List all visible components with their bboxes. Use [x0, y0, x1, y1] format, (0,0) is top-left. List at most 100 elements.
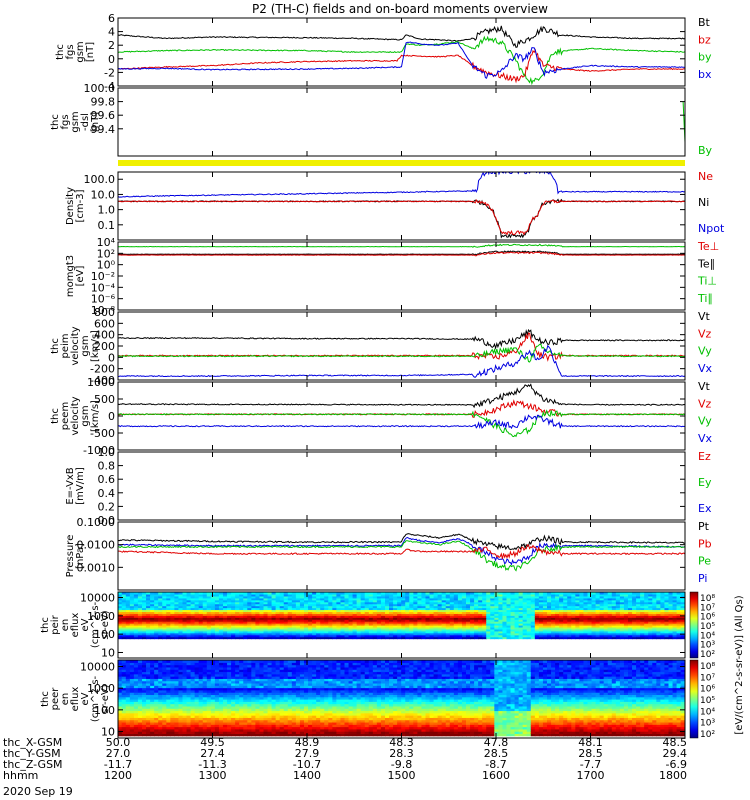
spectrogram-cell [449, 632, 455, 636]
spectrogram-cell [405, 605, 410, 609]
spectrogram-cell [320, 607, 325, 611]
spectrogram-cell [623, 628, 629, 632]
spectrogram-cell [137, 692, 143, 696]
spectrogram-cell [158, 632, 163, 636]
spectrogram-cell [640, 601, 645, 605]
spectrogram-cell [146, 626, 151, 630]
spectrogram-cell [259, 660, 265, 663]
spectrogram-cell [332, 621, 337, 624]
spectrogram-cell [401, 592, 406, 595]
spectrogram-cell [267, 673, 273, 677]
spectrogram-cell [405, 603, 410, 607]
spectrogram-cell [457, 597, 463, 601]
spectrogram-cell [461, 599, 467, 603]
spectrogram-cell [595, 630, 601, 634]
spectrogram-cell [198, 603, 204, 607]
spectrogram-cell [372, 626, 378, 630]
spectrogram-cell [190, 673, 196, 677]
spectrogram-cell [551, 599, 556, 603]
spectrogram-cell [623, 599, 629, 603]
spectrogram-cell [518, 607, 524, 611]
spectrogram-cell [223, 701, 228, 705]
spectrogram-cell [312, 630, 317, 634]
spectrogram-cell [251, 619, 256, 622]
spectrogram-cell [360, 601, 366, 605]
spectrogram-cell [235, 701, 240, 705]
spectrogram-cell [583, 607, 589, 611]
spectrogram-cell [142, 708, 147, 712]
spectrogram-cell [239, 632, 244, 636]
spectrogram-cell [611, 617, 617, 620]
spectrogram-cell [291, 601, 297, 605]
spectrogram-cell [498, 601, 504, 605]
spectrogram-cell [320, 599, 325, 603]
spectrogram-cell [567, 636, 572, 640]
y-axis-label-line: gsm [80, 335, 91, 356]
y-tick-label: 0 [108, 53, 115, 66]
spectrogram-cell [547, 613, 552, 616]
spectrogram-cell [518, 601, 524, 605]
spectrogram-cell [433, 593, 439, 597]
spectrogram-cell [632, 609, 637, 613]
spectrogram-cell [214, 689, 220, 693]
spectrogram-cell [133, 599, 139, 603]
spectrogram-cell [364, 623, 370, 626]
spectrogram-cell [239, 621, 244, 624]
spectrogram-cell [595, 623, 601, 626]
spectrogram-cell [267, 726, 273, 730]
spectrogram-cell [453, 623, 459, 626]
spectrogram-cell [255, 634, 261, 638]
spectrogram-cell [449, 601, 455, 605]
y-tick-label: 800 [94, 306, 115, 319]
spectrogram-cell [255, 597, 261, 601]
spectrogram-cell [437, 607, 443, 611]
spectrogram-cell [227, 701, 232, 705]
spectrogram-cell [121, 680, 127, 684]
spectrogram-cell [137, 671, 143, 675]
spectrogram-cell [490, 593, 495, 597]
spectrogram-cell [158, 611, 163, 614]
spectrogram-cell [129, 630, 135, 634]
spectrogram-cell [263, 712, 269, 716]
spectrogram-cell [182, 615, 188, 618]
spectrogram-cell [506, 628, 512, 632]
spectrogram-cell [150, 733, 155, 737]
spectrogram-cell [231, 712, 236, 716]
spectrogram-cell [150, 609, 155, 613]
spectrogram-cell [571, 605, 576, 609]
spectrogram-cell [611, 603, 617, 607]
spectrogram-cell [490, 597, 495, 601]
spectrogram-cell [579, 636, 585, 640]
spectrogram-cell [239, 708, 244, 712]
spectrogram-cell [579, 630, 585, 634]
spectrogram-cell [263, 662, 269, 666]
spectrogram-cell [461, 623, 467, 626]
spectrogram-cell [154, 678, 159, 682]
spectrogram-cell [551, 593, 556, 597]
spectrogram-cell [125, 669, 131, 673]
spectrogram-cell [223, 682, 228, 686]
spectrogram-cell [210, 605, 216, 609]
y-axis-label-line: peir [50, 614, 61, 634]
spectrogram-cell [267, 705, 273, 709]
spectrogram-cell [263, 710, 269, 714]
spectrogram-cell [202, 619, 208, 622]
spectrogram-cell [474, 605, 479, 609]
spectrogram-cell [453, 601, 459, 605]
spectrogram-cell [186, 666, 192, 670]
spectrogram-cell [142, 712, 147, 716]
spectrogram-cell [320, 621, 325, 624]
spectrogram-cell [150, 617, 155, 620]
data-quality-bar [118, 160, 685, 166]
spectrogram-cell [457, 617, 463, 620]
spectrogram-cell [648, 607, 653, 611]
y-axis-label-line: -dsl [80, 113, 91, 131]
spectrogram-cell [202, 692, 208, 696]
spectrogram-cell [271, 611, 277, 614]
spectrogram-cell [433, 615, 439, 618]
spectrogram-cell [259, 715, 265, 718]
spectrogram-cell [125, 696, 131, 700]
spectrogram-cell [607, 625, 613, 628]
spectrogram-cell [551, 628, 556, 632]
spectrogram-cell [380, 613, 386, 616]
